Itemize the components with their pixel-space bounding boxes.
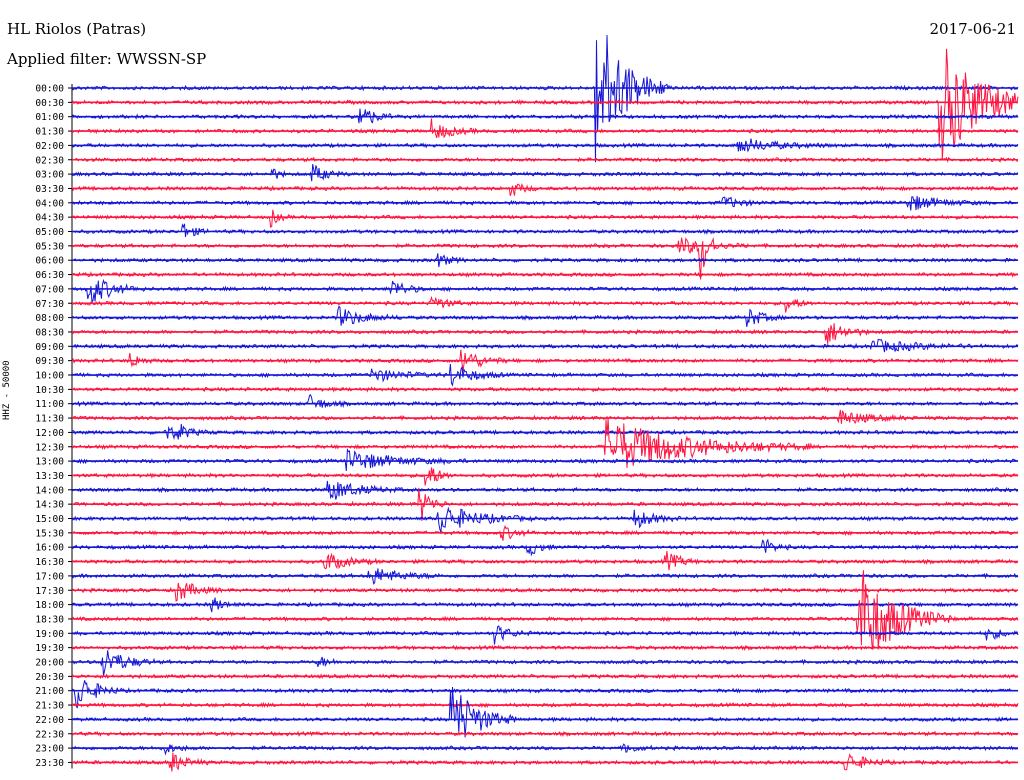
trace-row-0530 <box>71 237 1019 280</box>
row-time-label: 01:00 <box>35 112 64 123</box>
row-time-label: 19:30 <box>35 643 64 654</box>
trace-row-0830 <box>71 323 1019 345</box>
row-time-label: 05:30 <box>35 241 64 252</box>
row-time-label: 21:00 <box>35 686 64 697</box>
trace-row-1100 <box>71 394 1019 409</box>
row-time-label: 00:00 <box>35 84 64 95</box>
trace-row-2000 <box>71 650 1019 677</box>
trace-row-1830 <box>71 570 1019 650</box>
station-title: HL Riolos (Patras) <box>7 20 147 38</box>
row-time-label: 16:30 <box>35 557 64 568</box>
row-time-label: 21:30 <box>35 701 64 712</box>
row-time-label: 06:30 <box>35 270 64 281</box>
trace-row-0300 <box>71 164 1019 182</box>
date-label: 2017-06-21 <box>929 20 1016 38</box>
row-time-label: 04:30 <box>35 213 64 224</box>
row-time-label: 11:00 <box>35 399 64 410</box>
row-time-label: 16:00 <box>35 543 64 554</box>
row-time-label: 13:00 <box>35 457 64 468</box>
row-time-label: 17:30 <box>35 586 64 597</box>
row-time-label: 03:30 <box>35 184 64 195</box>
row-time-label: 12:00 <box>35 428 64 439</box>
row-time-label: 10:00 <box>35 371 64 382</box>
trace-row-0600 <box>71 253 1019 268</box>
trace-row-0430 <box>71 209 1019 229</box>
trace-row-0700 <box>71 278 1019 304</box>
row-time-label: 10:30 <box>35 385 64 396</box>
row-time-label: 02:30 <box>35 155 64 166</box>
row-time-label: 18:00 <box>35 600 64 611</box>
row-time-label: 11:30 <box>35 414 64 425</box>
trace-row-0130 <box>71 118 1019 139</box>
row-time-label: 09:00 <box>35 342 64 353</box>
trace-row-0800 <box>71 305 1019 327</box>
row-time-label: 08:00 <box>35 313 64 324</box>
row-time-label: 22:30 <box>35 729 64 740</box>
row-time-label: 14:30 <box>35 500 64 511</box>
row-time-label: 07:00 <box>35 284 64 295</box>
row-time-label: 01:30 <box>35 127 64 138</box>
trace-row-0330 <box>71 182 1019 197</box>
trace-row-1630 <box>71 550 1019 571</box>
row-time-label: 15:00 <box>35 514 64 525</box>
row-time-label: 09:30 <box>35 356 64 367</box>
trace-row-1330 <box>71 467 1019 486</box>
trace-row-1530 <box>71 524 1019 541</box>
row-time-label: 07:30 <box>35 299 64 310</box>
row-time-label: 02:00 <box>35 141 64 152</box>
row-time-label: 03:00 <box>35 170 64 181</box>
trace-row-0000 <box>71 34 1019 163</box>
row-time-label: 20:30 <box>35 672 64 683</box>
row-time-label: 23:30 <box>35 758 64 769</box>
row-time-label: 19:00 <box>35 629 64 640</box>
row-time-label: 12:30 <box>35 442 64 453</box>
row-time-label: 04:00 <box>35 198 64 209</box>
row-time-label: 15:30 <box>35 528 64 539</box>
trace-row-0730 <box>71 295 1019 313</box>
row-time-label: 22:00 <box>35 715 64 726</box>
trace-row-1130 <box>71 409 1019 425</box>
filter-label: Applied filter: WWSSN-SP <box>7 50 207 68</box>
row-time-label: 23:00 <box>35 744 64 755</box>
row-time-label: 13:30 <box>35 471 64 482</box>
row-time-label: 14:00 <box>35 485 64 496</box>
trace-row-0500 <box>71 223 1019 237</box>
row-time-label: 17:00 <box>35 571 64 582</box>
row-time-label: 06:00 <box>35 256 64 267</box>
trace-row-2200 <box>71 686 1019 738</box>
trace-row-0630 <box>71 271 1018 278</box>
trace-row-1730 <box>71 582 1018 602</box>
row-time-label: 00:30 <box>35 98 64 109</box>
row-time-label: 20:00 <box>35 658 64 669</box>
row-time-label: 08:30 <box>35 327 64 338</box>
trace-row-2300 <box>71 743 1018 756</box>
row-time-label: 05:00 <box>35 227 64 238</box>
trace-row-0030 <box>71 48 1019 160</box>
trace-row-1500 <box>71 506 1019 533</box>
row-time-label: 18:30 <box>35 614 64 625</box>
trace-row-1200 <box>71 423 1019 441</box>
